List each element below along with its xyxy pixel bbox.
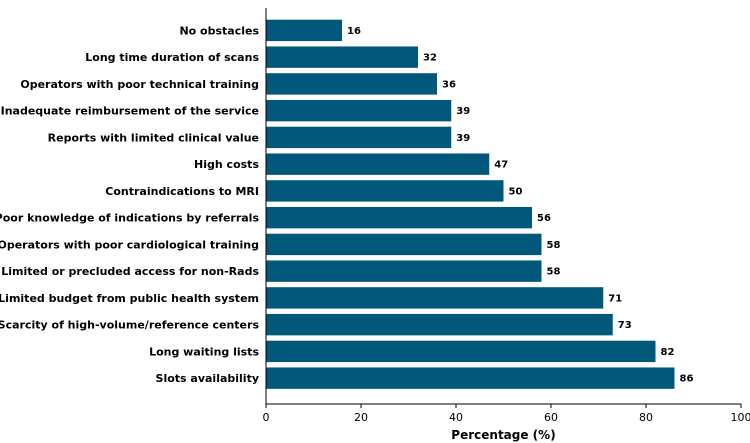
x-tick-label-40: 40 xyxy=(449,411,463,424)
category-label-slots-availability: Slots availability xyxy=(156,372,259,385)
value-label-reports-with-limited-clinical-value: 39 xyxy=(456,133,470,144)
value-label-scarcity-of-high-volume-reference-centers: 73 xyxy=(618,320,632,331)
bar-long-waiting-lists xyxy=(266,340,656,363)
category-label-inadequate-reimbursement-of-the-service: Inadequate reimbursement of the service xyxy=(1,105,259,118)
category-label-no-obstacles: No obstacles xyxy=(179,24,259,37)
x-tick-label-60: 60 xyxy=(544,411,558,424)
x-tick-label-20: 20 xyxy=(354,411,368,424)
value-label-poor-knowledge-of-indications-by-referrals: 56 xyxy=(537,213,551,224)
category-label-operators-with-poor-cardiological-training: Operators with poor cardiological traini… xyxy=(0,238,259,251)
value-label-long-waiting-lists: 82 xyxy=(661,347,675,358)
bar-contraindications-to-mri xyxy=(266,180,504,202)
bar-reports-with-limited-clinical-value xyxy=(266,126,452,149)
bar-slots-availability xyxy=(266,367,675,389)
category-label-reports-with-limited-clinical-value: Reports with limited clinical value xyxy=(48,131,259,144)
bar-operators-with-poor-cardiological-training xyxy=(266,233,542,256)
bar-long-time-duration-of-scans xyxy=(266,46,418,68)
bar-operators-with-poor-technical-training xyxy=(266,73,437,95)
category-label-contraindications-to-mri: Contraindications to MRI xyxy=(105,185,259,198)
value-label-contraindications-to-mri: 50 xyxy=(509,186,523,197)
category-label-long-waiting-lists: Long waiting lists xyxy=(149,345,259,358)
category-label-operators-with-poor-technical-training: Operators with poor technical training xyxy=(20,78,259,91)
value-label-limited-budget-from-public-health-system: 71 xyxy=(608,293,622,304)
category-label-scarcity-of-high-volume-reference-centers: Scarcity of high-volume/reference center… xyxy=(0,319,259,332)
value-label-no-obstacles: 16 xyxy=(347,26,361,37)
value-label-slots-availability: 86 xyxy=(680,374,694,385)
value-label-operators-with-poor-technical-training: 36 xyxy=(442,79,456,90)
bars-group xyxy=(266,19,675,389)
value-label-limited-or-precluded-access-for-non-rads: 58 xyxy=(547,267,561,278)
bar-poor-knowledge-of-indications-by-referrals xyxy=(266,206,532,229)
bar-no-obstacles xyxy=(266,19,342,42)
category-label-high-costs: High costs xyxy=(194,158,259,171)
category-label-limited-budget-from-public-health-system: Limited budget from public health system xyxy=(0,292,259,305)
x-ticks-group: 0 20 40 60 80 100 xyxy=(263,404,750,424)
x-axis-title: Percentage (%) xyxy=(451,428,555,442)
bar-limited-budget-from-public-health-system xyxy=(266,287,604,309)
bar-scarcity-of-high-volume-reference-centers xyxy=(266,313,613,336)
x-tick-label-100: 100 xyxy=(731,411,750,424)
x-tick-label-0: 0 xyxy=(263,411,270,424)
bar-high-costs xyxy=(266,153,490,175)
value-labels-group: 16 32 36 39 39 47 50 56 58 58 71 73 82 86 xyxy=(347,26,693,385)
bar-inadequate-reimbursement-of-the-service xyxy=(266,99,452,122)
bar-limited-or-precluded-access-for-non-rads xyxy=(266,260,542,282)
category-labels-group: No obstacles Long time duration of scans O… xyxy=(0,24,259,385)
value-label-high-costs: 47 xyxy=(494,160,508,171)
category-label-poor-knowledge-of-indications-by-referrals: Poor knowledge of indications by referra… xyxy=(0,212,259,225)
value-label-operators-with-poor-cardiological-training: 58 xyxy=(547,240,561,251)
value-label-inadequate-reimbursement-of-the-service: 39 xyxy=(456,106,470,117)
category-label-long-time-duration-of-scans: Long time duration of scans xyxy=(85,51,259,64)
value-label-long-time-duration-of-scans: 32 xyxy=(423,53,437,64)
category-label-limited-or-precluded-access-for-non-rads: Limited or precluded access for non-Rads xyxy=(1,265,259,278)
x-tick-label-80: 80 xyxy=(639,411,653,424)
